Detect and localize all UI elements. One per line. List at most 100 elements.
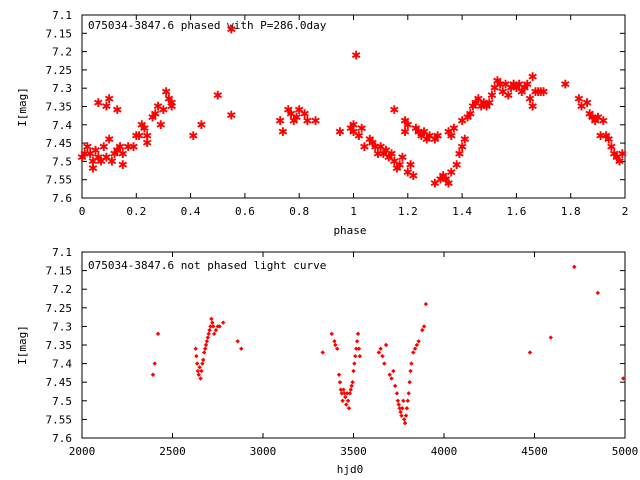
data-point: ✱: [129, 140, 139, 154]
data-point: [394, 391, 400, 396]
data-point: ✱: [392, 162, 402, 176]
data-point: ✱: [354, 129, 364, 143]
y-tick-label: 7.45: [46, 376, 73, 389]
data-point: [420, 327, 425, 333]
data-point: ✱: [411, 121, 421, 135]
data-point: ✱: [101, 151, 111, 165]
data-point: [391, 368, 396, 374]
data-point: ✱: [501, 78, 511, 92]
data-point: [206, 331, 211, 337]
data-point: ✱: [482, 100, 492, 114]
data-point: ✱: [408, 169, 418, 183]
data-point: ✱: [82, 140, 92, 154]
y-axis-label: I[mag]: [16, 87, 29, 127]
data-point: [201, 357, 206, 363]
y-tick-label: 7.4: [52, 358, 72, 371]
data-point: [406, 391, 411, 396]
data-point: ✱: [104, 132, 114, 146]
data-point: ✱: [492, 74, 502, 88]
data-point: ✱: [365, 132, 375, 146]
data-point: ✱: [91, 143, 101, 157]
data-point: ✱: [441, 173, 451, 187]
data-points: [150, 264, 626, 426]
data-point: [320, 350, 325, 355]
x-tick-label: 0.8: [289, 205, 309, 218]
data-point: ✱: [503, 89, 513, 103]
data-point: [392, 383, 398, 389]
data-point: ✱: [601, 129, 611, 143]
data-point: [203, 342, 209, 348]
data-point: [389, 376, 394, 381]
data-point: [193, 346, 198, 351]
data-point: ✱: [446, 165, 456, 179]
data-point: ✱: [403, 118, 413, 132]
data-point: ✱: [430, 132, 440, 146]
data-point: ✱: [424, 129, 434, 143]
data-point: [409, 361, 414, 366]
data-point: [333, 342, 338, 348]
data-point: ✱: [335, 125, 345, 139]
y-tick-label: 7.1: [52, 9, 72, 22]
data-point: [338, 387, 344, 392]
data-point: [356, 346, 362, 351]
data-point: [207, 327, 212, 333]
data-point: ✱: [612, 151, 622, 165]
data-point: [401, 398, 406, 403]
data-point: [220, 320, 226, 325]
data-point: [620, 376, 626, 381]
data-point: ✱: [373, 147, 383, 161]
data-point: ✱: [468, 100, 478, 114]
data-point: ✱: [112, 143, 122, 157]
data-point: [376, 350, 382, 355]
data-point: [548, 335, 553, 340]
data-point: [421, 324, 427, 329]
x-ticks: 2000 2500 3000 3500 4000 4500 5000: [69, 252, 638, 458]
data-point: [202, 346, 208, 351]
data-point: ✱: [596, 129, 606, 143]
data-point: [351, 368, 356, 374]
data-point: [341, 387, 346, 392]
data-point: [353, 353, 358, 359]
data-point: [200, 361, 205, 366]
data-point: ✱: [536, 85, 546, 99]
x-tick-label: 2500: [159, 445, 186, 458]
data-point: ✱: [115, 140, 125, 154]
data-point: ✱: [137, 118, 147, 132]
data-point: ✱: [167, 100, 177, 114]
data-point: [357, 353, 363, 359]
data-point: [332, 339, 337, 344]
data-point: ✱: [520, 81, 530, 95]
data-point: ✱: [405, 158, 415, 172]
data-point: ✱: [77, 151, 87, 165]
data-point: ✱: [348, 118, 358, 132]
data-point: ✱: [378, 147, 388, 161]
data-point: ✱: [525, 92, 535, 106]
data-point: ✱: [161, 85, 171, 99]
x-tick-label: 1.2: [398, 205, 418, 218]
y-tick-label: 7.6: [52, 432, 72, 445]
data-point: [209, 316, 214, 322]
data-point: ✱: [454, 147, 464, 161]
data-point: ✱: [539, 85, 549, 99]
data-point: ✱: [346, 121, 356, 135]
data-point: ✱: [112, 103, 122, 117]
data-point: [194, 361, 200, 366]
data-point: [412, 346, 418, 351]
data-point: [329, 331, 334, 337]
data-point: ✱: [582, 96, 592, 110]
data-point: [344, 402, 349, 407]
data-point: [595, 290, 601, 296]
y-tick-label: 7.15: [46, 27, 73, 40]
y-axis-label: I[mag]: [16, 325, 29, 365]
data-point: ✱: [376, 140, 386, 154]
y-tick-label: 7.2: [52, 46, 72, 59]
data-point: [239, 346, 244, 351]
data-point: ✱: [403, 165, 413, 179]
data-point: ✱: [400, 114, 410, 128]
data-point: ✱: [104, 92, 114, 106]
y-tick-label: 7.5: [52, 395, 72, 408]
data-point: ✱: [430, 176, 440, 190]
data-point: ✱: [416, 129, 426, 143]
y-ticks: 7.1 7.15 7.2 7.25 7.3 7.35 7.4 7.45 7.5 7.55 7.6: [46, 246, 625, 445]
